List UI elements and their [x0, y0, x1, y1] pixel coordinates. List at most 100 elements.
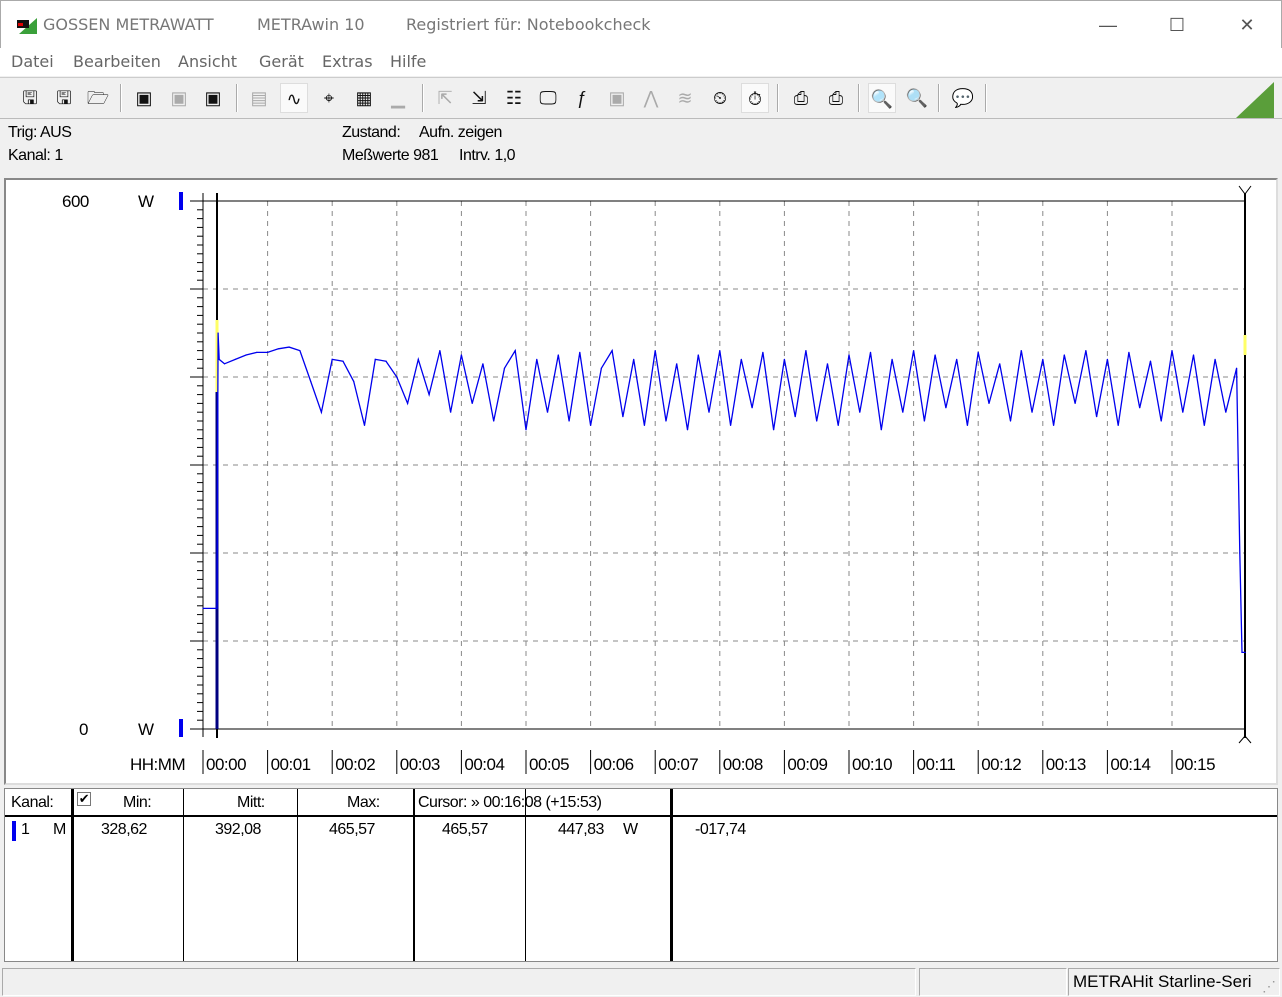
brand-title: GOSSEN METRAWATT	[43, 15, 214, 34]
x-tick-label: 00:10	[852, 755, 892, 774]
comment-button[interactable]: 💬	[951, 88, 975, 108]
print-chart-button[interactable]: ⎙	[793, 88, 809, 108]
menu-datei[interactable]: Datei	[11, 52, 54, 71]
data-point	[913, 350, 915, 352]
data-point	[460, 354, 462, 356]
data-point	[557, 354, 559, 356]
export-button[interactable]: ⇱	[437, 88, 453, 108]
close-button[interactable]: ✕	[1239, 15, 1255, 35]
data-point	[1063, 354, 1065, 356]
data-point	[902, 411, 904, 413]
maximize-button[interactable]: ☐	[1168, 15, 1186, 35]
data-point	[956, 358, 958, 360]
y-max-marker[interactable]	[179, 192, 183, 210]
menu-bearbeiten[interactable]: Bearbeiten	[73, 52, 161, 71]
import-button[interactable]: ⇲	[471, 88, 487, 108]
x-tick-label: 00:09	[787, 755, 827, 774]
menu-geraet[interactable]: Gerät	[259, 52, 304, 71]
data-point	[1052, 424, 1055, 426]
data-point	[1020, 350, 1022, 352]
data-point	[1042, 358, 1044, 360]
x-tick-label: 00:08	[723, 755, 763, 774]
data-point	[869, 351, 872, 353]
x-tick-label: 00:05	[529, 755, 569, 774]
noise-button[interactable]: ≋	[677, 88, 693, 108]
save-button[interactable]: 🖫	[22, 88, 38, 108]
x-tick-label: 00:02	[335, 755, 375, 774]
statistics-table: Kanal: ✔ Min: Mitt: Max: Cursor: » 00:16…	[4, 788, 1278, 962]
app-logo-icon	[17, 18, 37, 34]
data-point	[223, 363, 226, 365]
device-settings-button[interactable]: ☷	[505, 88, 523, 108]
data-point	[643, 424, 646, 426]
data-point	[482, 363, 484, 365]
data-point	[1171, 350, 1173, 352]
channel-color-swatch	[12, 821, 16, 841]
device-link-button[interactable]: ▣	[608, 88, 626, 108]
data-point	[880, 429, 882, 431]
min-header: Min:	[123, 794, 152, 811]
data-point	[202, 607, 204, 610]
data-point	[217, 332, 219, 334]
minimize-button[interactable]: —	[1099, 15, 1117, 35]
x-tick-label: 00:06	[594, 755, 634, 774]
data-point	[406, 402, 409, 404]
data-point	[1149, 360, 1152, 362]
crosshair-button[interactable]: ⌖	[323, 88, 335, 108]
device-memory-button[interactable]: ▣	[204, 88, 222, 108]
data-point	[1236, 367, 1238, 369]
state-label: Zustand:	[342, 124, 401, 141]
toolbar-separator	[938, 84, 940, 112]
mitt-value: 392,08	[215, 821, 261, 838]
menu-hilfe[interactable]: Hilfe	[390, 52, 427, 71]
data-point	[708, 411, 710, 413]
show-checkbox[interactable]: ✔	[77, 791, 91, 806]
function-button[interactable]: ƒ	[576, 88, 587, 108]
brand-triangle-icon	[1236, 82, 1274, 118]
toolbar-separator	[858, 84, 860, 112]
data-point	[945, 407, 947, 409]
power-chart[interactable]: 600 W 0 W HH:MM 00:00 00:01 00:02 00:03 00:0…	[0, 178, 1282, 786]
info-panel: Trig: AUS Kanal: 1 Zustand: Aufn. zeigen…	[0, 120, 1282, 174]
data-point	[536, 358, 538, 360]
data-point	[783, 358, 786, 360]
zoom-peak-button[interactable]: 🔍	[905, 88, 929, 108]
print-button[interactable]: ⎙	[828, 88, 844, 108]
data-point	[794, 416, 796, 418]
counter-button[interactable]: ▤	[250, 88, 268, 108]
menu-extras[interactable]: Extras	[322, 52, 373, 71]
data-point	[762, 351, 764, 353]
data-point	[988, 402, 990, 404]
x-tick-label: 00:01	[271, 755, 311, 774]
data-point	[218, 358, 220, 360]
channel-number: 1	[21, 821, 30, 838]
data-point	[1203, 424, 1205, 426]
state-value: Aufn. zeigen	[419, 124, 502, 141]
device-readout-button[interactable]: ▣	[135, 88, 153, 108]
data-point	[740, 358, 742, 360]
clock-button[interactable]: ⏲	[712, 88, 728, 108]
data-point	[428, 394, 430, 396]
data-point	[848, 354, 850, 356]
menu-ansicht[interactable]: Ansicht	[178, 52, 238, 71]
timer-button[interactable]: ⏱	[741, 83, 769, 113]
resize-grip-icon[interactable]: ⋰	[1262, 978, 1276, 994]
y-min-marker[interactable]	[179, 719, 183, 737]
max-value: 465,57	[329, 821, 375, 838]
data-point	[353, 380, 355, 382]
toolbar-separator	[777, 84, 779, 112]
cursor-delta: -017,74	[695, 821, 746, 838]
table-view-button[interactable]: ▦	[355, 88, 373, 108]
monitor-button[interactable]: 🖵	[539, 88, 557, 108]
data-point	[245, 354, 247, 356]
open-folder-button[interactable]: 🗁	[86, 88, 110, 108]
waveform-view-button[interactable]: ∿	[280, 83, 308, 113]
signal-button[interactable]: ⋀	[643, 88, 659, 108]
save-as-button[interactable]: 🖫	[56, 88, 72, 108]
data-point	[1244, 651, 1246, 654]
data-point	[568, 420, 570, 422]
histogram-button[interactable]: ▁	[391, 88, 405, 108]
data-point	[1182, 411, 1184, 413]
zoom-waveform-button[interactable]: 🔍	[868, 83, 896, 113]
device-clear-button[interactable]: ▣	[170, 88, 188, 108]
